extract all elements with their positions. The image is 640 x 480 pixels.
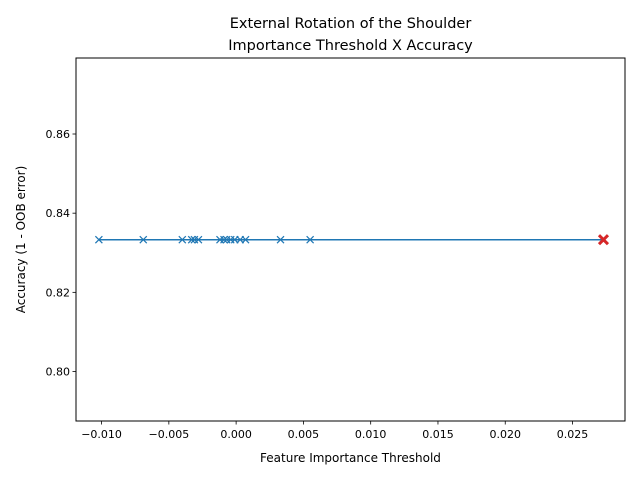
x-tick-label: 0.005 [288,428,320,441]
x-tick-label: 0.000 [220,428,252,441]
plot-frame [75,57,626,422]
x-tick-label: −0.005 [148,428,189,441]
y-tick-label: 0.82 [46,286,71,299]
data-point-marker [139,235,148,244]
y-tick-label: 0.84 [46,207,71,220]
x-tick-label: 0.010 [355,428,387,441]
x-tick-label: 0.015 [422,428,454,441]
y-tick-label: 0.86 [46,128,71,141]
data-point-marker [241,235,250,244]
x-tick-label: −0.010 [81,428,122,441]
x-ticks: −0.010 −0.005 0.000 0.005 0.010 0.015 0.020 0.0… [81,421,588,441]
chart-title-line-2: Importance Threshold X Accuracy [228,38,473,54]
data-point-marker [276,235,285,244]
x-axis-label: Feature Importance Threshold [260,451,441,465]
data-point-marker [94,235,103,244]
y-ticks: 0.80 0.82 0.84 0.86 [46,128,76,379]
y-tick-label: 0.80 [46,366,71,379]
chart-title-line-1: External Rotation of the Shoulder [230,16,472,32]
data-point-marker [306,235,315,244]
x-tick-label: 0.025 [557,428,589,441]
data-point-marker [178,235,187,244]
y-axis-label: Accuracy (1 - OOB error) [14,166,28,314]
series-layer [94,234,610,246]
x-tick-label: 0.020 [489,428,521,441]
data-point-marker [194,235,203,244]
data-point-marker [187,235,196,244]
best-threshold-marker [597,234,610,246]
data-point-marker [220,235,228,244]
